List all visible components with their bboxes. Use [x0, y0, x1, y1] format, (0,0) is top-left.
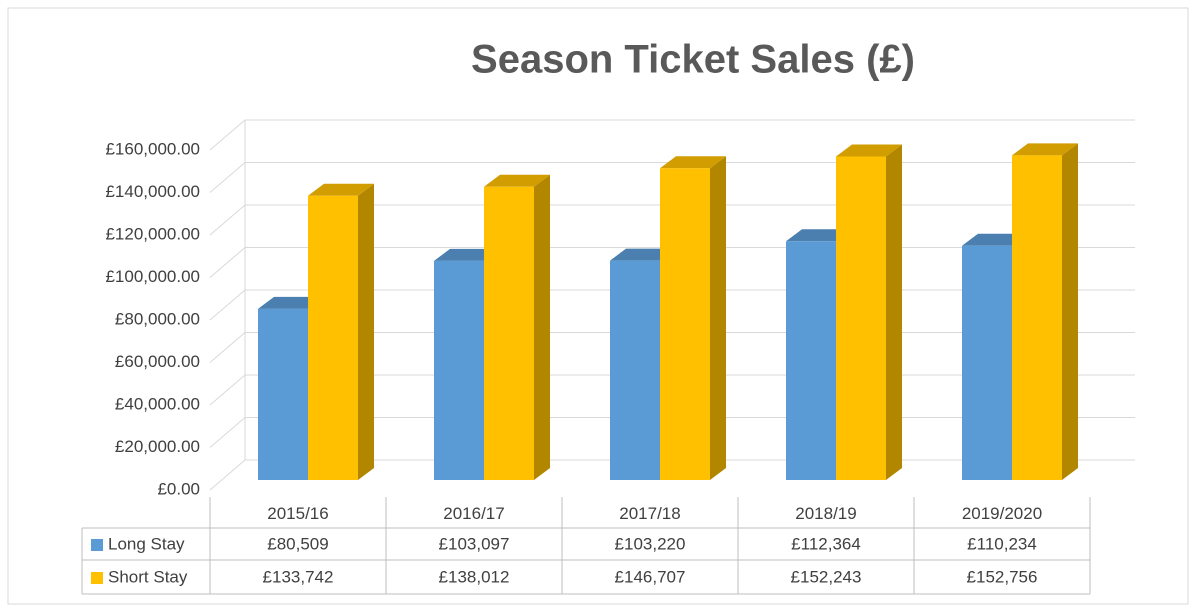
- bar-face: [258, 296, 324, 309]
- data-label: £146,707: [615, 567, 686, 586]
- bar-face: [484, 186, 534, 481]
- data-label: £152,243: [791, 567, 862, 586]
- chart-border: [7, 7, 1189, 605]
- bar-face: [534, 174, 550, 481]
- bar-face: [1012, 155, 1062, 480]
- bar-face: [836, 156, 886, 480]
- bar: [1012, 143, 1078, 480]
- bar-face: [786, 229, 852, 242]
- bar-face: [358, 183, 374, 480]
- bar-face: [660, 156, 726, 169]
- y-tick-label: £20,000.00: [115, 437, 200, 456]
- bar-face: [836, 144, 902, 157]
- data-label: £103,097: [439, 534, 510, 553]
- x-tick-label: 2017/18: [619, 504, 680, 523]
- legend-label: Long Stay: [108, 534, 185, 553]
- x-tick-label: 2015/16: [267, 504, 328, 523]
- bar-face: [484, 174, 550, 187]
- y-tick-label: £160,000.00: [105, 139, 200, 158]
- bar-face: [308, 195, 358, 480]
- bar-face: [610, 248, 676, 261]
- data-label: £133,742: [263, 567, 334, 586]
- y-tick-label: £120,000.00: [105, 224, 200, 243]
- y-tick-label: £40,000.00: [115, 394, 200, 413]
- x-tick-label: 2018/19: [795, 504, 856, 523]
- x-tick-label: 2019/2020: [962, 504, 1042, 523]
- data-label: £138,012: [439, 567, 510, 586]
- chart-title: Season Ticket Sales (£): [471, 38, 915, 82]
- bar: [836, 144, 902, 480]
- data-label: £103,220: [615, 534, 686, 553]
- y-tick-label: £140,000.00: [105, 182, 200, 201]
- bar: [308, 183, 374, 480]
- bar-face: [258, 308, 308, 480]
- bar-face: [660, 168, 710, 480]
- y-tick-label: £0.00: [157, 479, 200, 498]
- bar-face: [434, 248, 500, 261]
- bar-face: [962, 233, 1028, 246]
- bar: [660, 156, 726, 480]
- grid-line: [209, 119, 1135, 151]
- bar-face: [610, 260, 660, 480]
- x-tick-label: 2016/17: [443, 504, 504, 523]
- legend-swatch: [91, 572, 103, 584]
- bar-face: [710, 156, 726, 480]
- data-label: £112,364: [791, 534, 861, 553]
- y-tick-label: £60,000.00: [115, 352, 200, 371]
- bar-face: [1012, 143, 1078, 156]
- bar-face: [786, 241, 836, 480]
- bar: [484, 174, 550, 481]
- y-tick-label: £100,000.00: [105, 267, 200, 286]
- bar-face: [886, 144, 902, 480]
- data-label: £152,756: [967, 567, 1038, 586]
- legend-swatch: [91, 539, 103, 551]
- y-tick-label: £80,000.00: [115, 309, 200, 328]
- data-label: £110,234: [967, 534, 1037, 553]
- bar-face: [962, 245, 1012, 480]
- data-label: £80,509: [267, 534, 328, 553]
- bar-face: [308, 183, 374, 196]
- bar-face: [1062, 143, 1078, 480]
- bar-face: [434, 260, 484, 480]
- legend-label: Short Stay: [108, 567, 188, 586]
